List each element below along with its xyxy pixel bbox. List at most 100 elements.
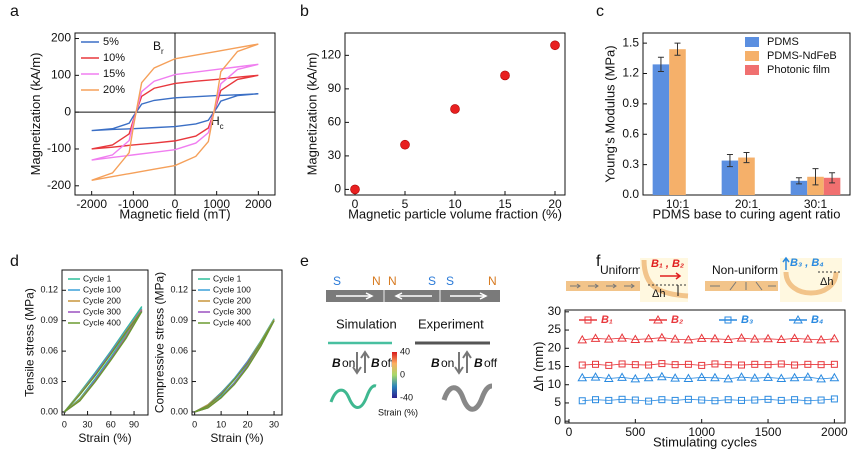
point [500,70,510,81]
marker [764,361,772,369]
y-tick-label: 0.00 [170,406,188,416]
annotation-sub: c [220,122,224,131]
marker [749,334,760,343]
pole: S [333,274,341,288]
series-line [194,319,275,413]
bent-film [783,271,839,296]
legend-swatch [745,65,759,75]
error-bar [657,56,664,72]
x-tick-label: 1000 [203,197,230,211]
marker [711,397,719,405]
y-tick-label: 0.6 [622,126,639,140]
y-tick-label: 5 [554,395,561,409]
marker [816,373,826,383]
marker [671,396,679,404]
x-tick-label: 10 [216,419,226,429]
field-symbol: B [371,356,380,370]
x-tick-label: 0 [192,419,197,429]
series-line [582,363,835,366]
x-axis-label: Magnetic particle volume fraction (%) [348,206,562,221]
bar [652,64,670,195]
x-tick-label: 0 [566,425,573,439]
film [705,281,778,291]
legend-label: Cycle 100 [83,284,121,294]
y-tick-label: 30 [548,304,562,318]
marker [658,396,666,404]
y-tick-label: 60 [328,115,342,129]
marker [643,333,654,343]
y-tick-label: 0.09 [40,315,58,325]
x-tick-label: 20 [243,419,253,429]
x-tick-label: 0 [352,197,359,211]
y-tick-label: 0.0 [622,187,639,201]
series-line [582,398,835,402]
x-tick-label: 500 [625,425,645,439]
uniform-label: Uniform [600,263,642,277]
on-label: on [441,356,454,370]
pole: N [388,274,397,288]
bar [790,180,808,195]
x-axis-label: Strain (%) [210,431,263,445]
annotation-sub: r [161,47,164,56]
marker [816,334,826,344]
marker [749,373,760,382]
magnet-arrows [336,292,488,300]
legend-label: PDMS-NdFeB [767,50,837,62]
marker [751,360,759,368]
x-tick-label: 60 [106,419,116,429]
legend-label: Cycle 400 [83,317,121,327]
plot-frame [344,32,566,196]
legend-label: B₂ [671,314,683,326]
marker [618,360,626,368]
x-tick-label: 20:1 [735,197,759,211]
colorbar-tick: 0 [400,369,405,379]
marker [789,333,800,342]
legend-label: Photonic film [767,64,830,76]
marker [793,314,803,324]
x-tick-label: 1500 [755,425,782,439]
marker [829,372,840,382]
marker [603,334,614,343]
marker [829,333,840,343]
legend-label: Cycle 200 [83,295,121,305]
x-tick-label: 0 [172,197,179,211]
marker [590,372,601,381]
toggle-arrows [352,350,370,375]
y-tick-label: 1.5 [622,35,639,49]
moments [710,281,776,291]
marker [777,360,785,368]
x-axis-label: Stimulating cycles [653,434,758,449]
y-axis-label: Tensile stress (MPa) [22,288,36,397]
marker [592,360,600,368]
legend-label: B₄ [811,314,823,326]
marker [645,397,653,405]
marker [736,333,747,342]
legend-label: Cycle 100 [213,284,251,294]
field-arrow [660,272,682,280]
marker [817,396,825,404]
bar [738,157,755,195]
field-arrow [782,256,790,270]
marker [776,373,787,383]
exp-shape [441,383,493,412]
panel-label: a [10,3,19,20]
off-label: off [381,356,395,370]
y-tick-label: 0 [64,104,71,118]
marker [617,333,627,342]
marker [657,332,667,342]
legend-label: 5% [103,36,119,48]
error-bar [743,151,750,164]
x-axis-label: Magnetic field (mT) [119,206,230,221]
experiment-label: Experiment [418,316,484,331]
marker [577,334,588,344]
annotation-main: H [211,114,220,128]
marker [671,361,679,369]
toggle-arrows [454,350,472,375]
y-tick-label: 30 [328,148,342,162]
bar [823,177,841,195]
y-axis-label: Magnetization (kA/m) [305,53,320,176]
y-tick-label: 0.03 [170,376,188,386]
pole: N [488,274,497,288]
marker [802,372,813,381]
marker [577,372,588,382]
